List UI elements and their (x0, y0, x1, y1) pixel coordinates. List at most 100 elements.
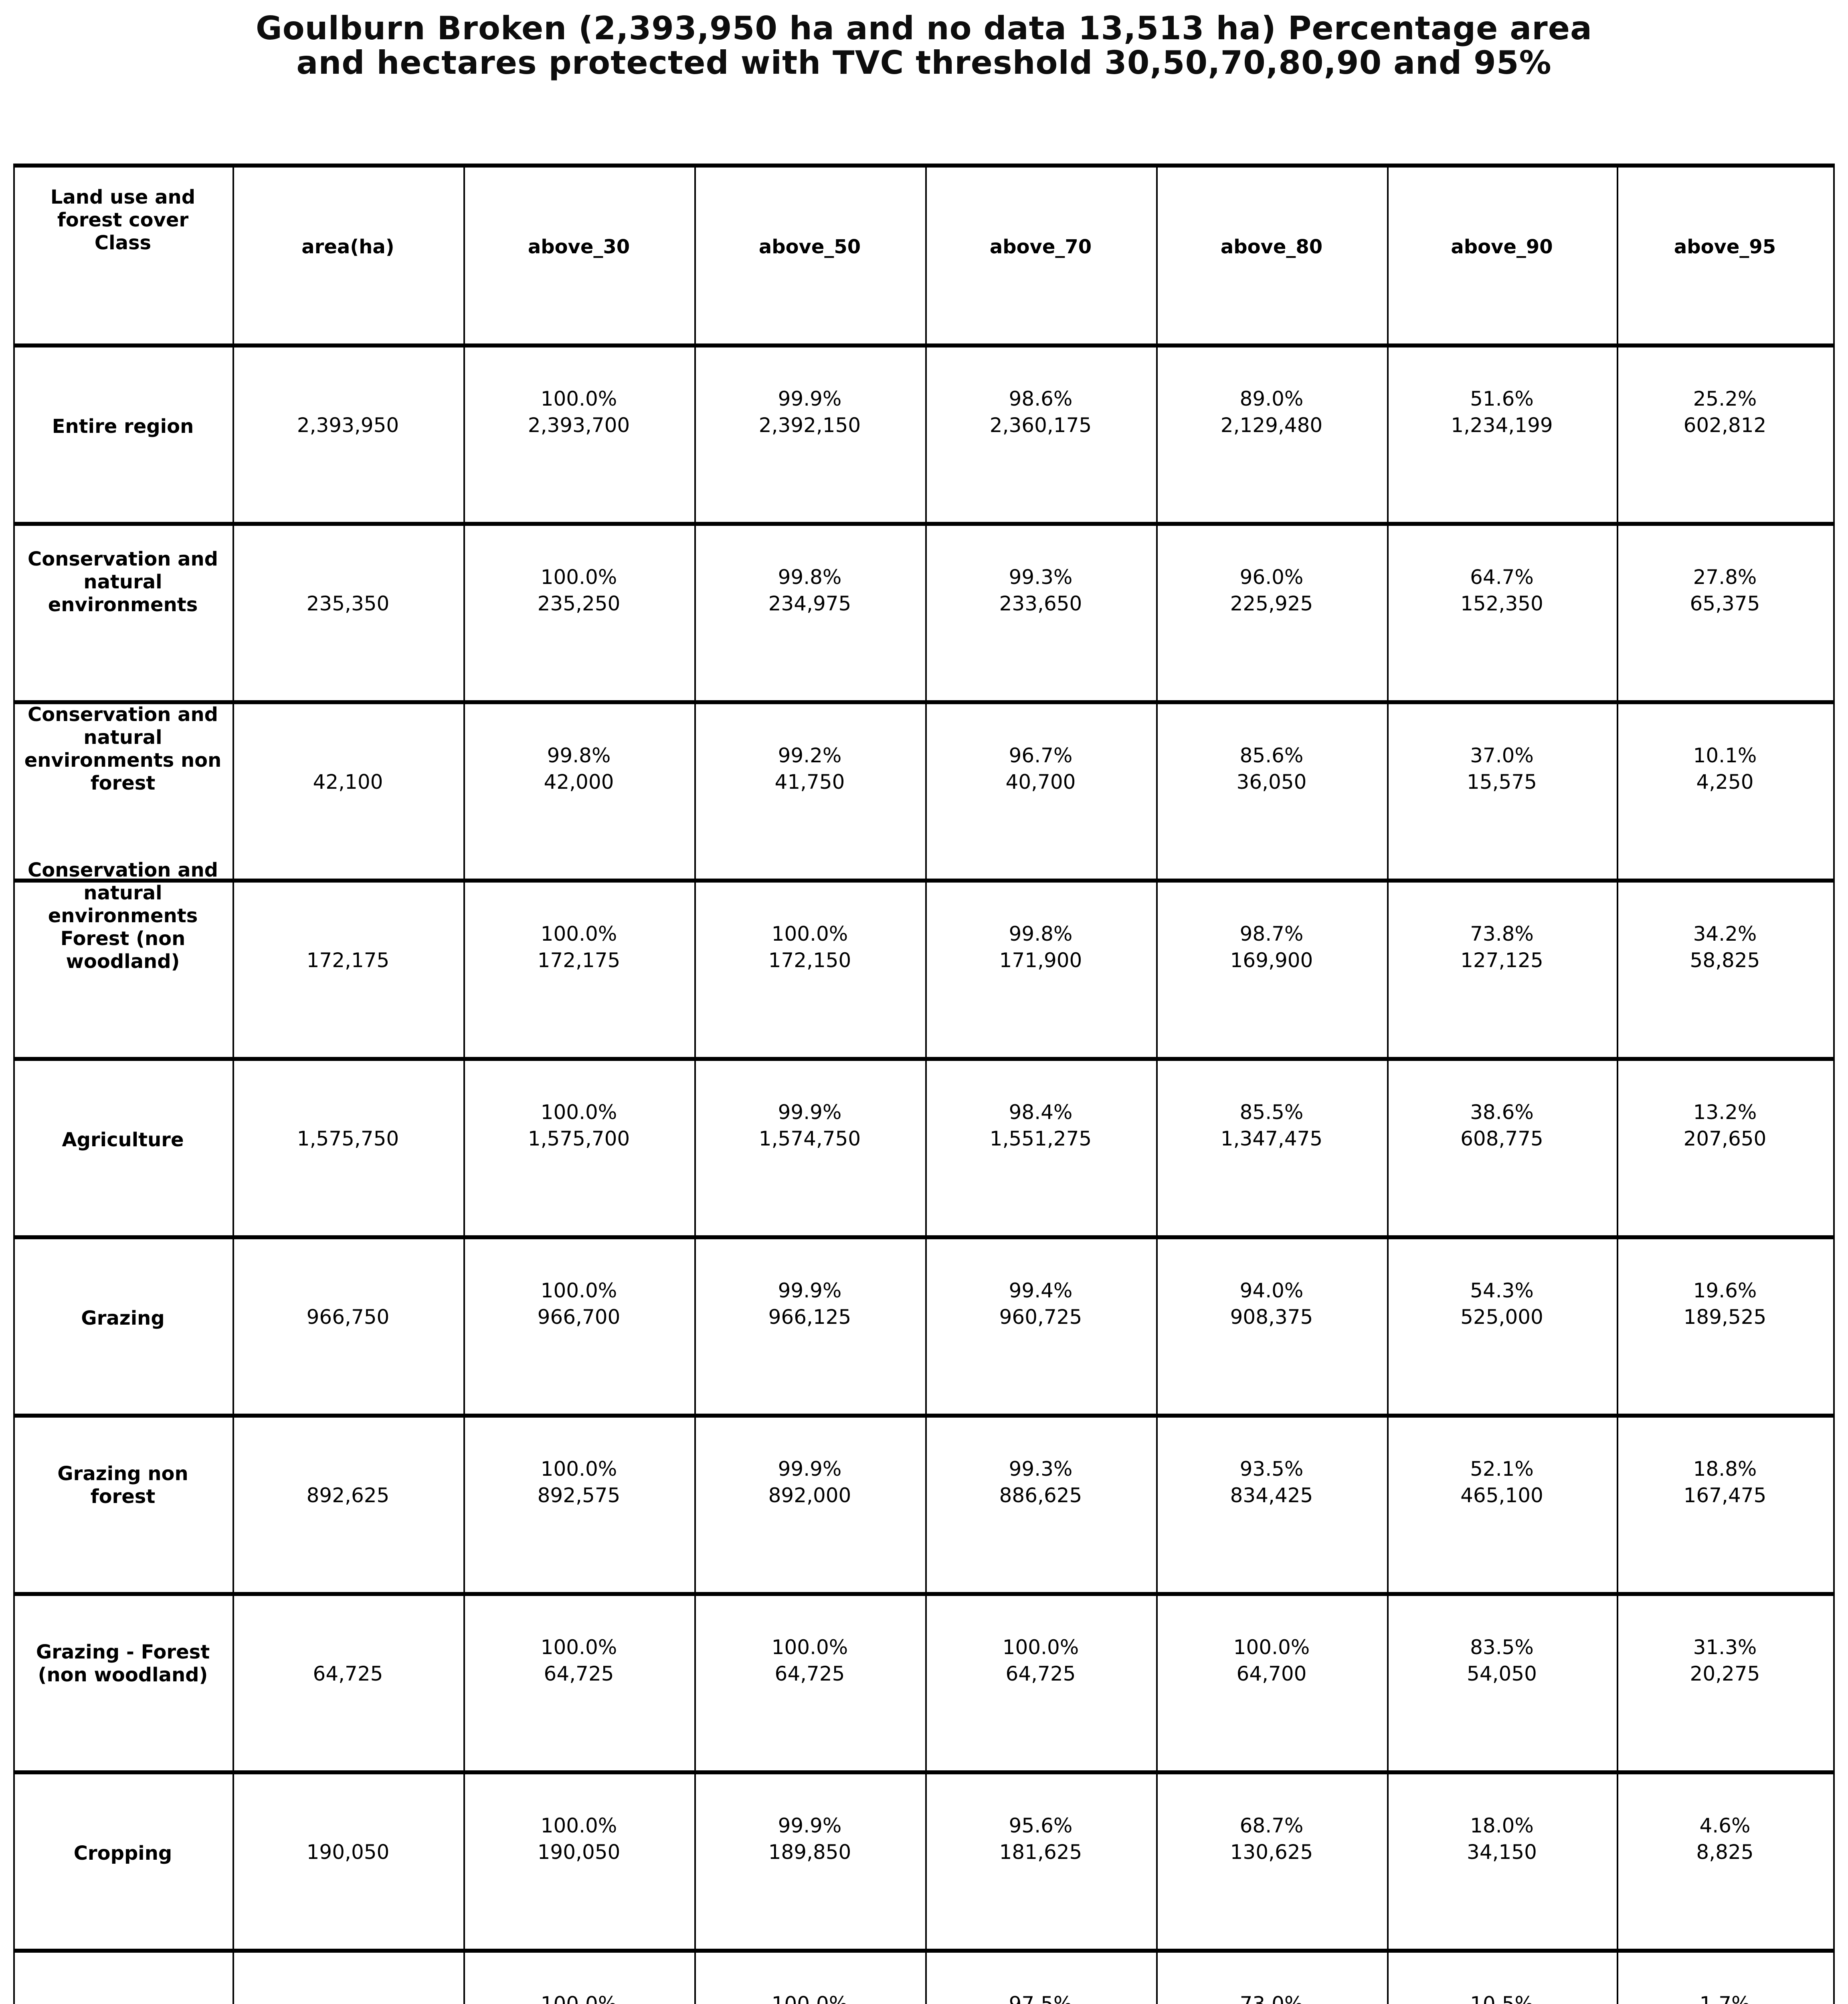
hectares-value: 64,725 (774, 1662, 845, 1685)
percent-value: 99.9% (778, 1814, 842, 1837)
data-cell: 25.2% 602,812 (1617, 386, 1833, 438)
hectares-value: 190,050 (537, 1840, 621, 1864)
data-cell: 99.9% 966,125 (694, 1277, 925, 1330)
percent-value: 18.8% (1693, 1457, 1757, 1481)
percent-value: 97.5% (1009, 1992, 1073, 2004)
hectares-value: 171,900 (999, 949, 1082, 972)
data-cell: 85.6% 36,050 (1156, 742, 1387, 795)
data-cell: 100.0% 172,150 (694, 921, 925, 974)
hectares-value: 65,375 (1690, 592, 1760, 615)
data-cell: 99.9% 2,392,150 (694, 386, 925, 438)
hectares-value: 167,475 (1683, 1484, 1767, 1507)
area-cell: 64,725 (313, 1662, 383, 1685)
row-label: Agriculture (62, 1129, 184, 1151)
area-cell: 235,350 (306, 592, 390, 615)
grid-line-h (13, 879, 1835, 883)
grid-line-h (13, 1949, 1835, 1953)
data-cell: 99.4% 960,725 (925, 1277, 1156, 1330)
data-cell: 85.5% 1,347,475 (1156, 1099, 1387, 1152)
data-cell: 99.8% 171,900 (925, 921, 1156, 974)
data-cell: 99.8% 42,000 (463, 742, 694, 795)
hectares-value: 189,525 (1683, 1305, 1767, 1329)
hectares-value: 465,100 (1460, 1484, 1543, 1507)
percent-value: 73.0% (1239, 1992, 1304, 2004)
percent-value: 52.1% (1470, 1457, 1534, 1481)
header-above-95: above_95 (1674, 236, 1776, 258)
percent-value: 99.8% (547, 744, 611, 767)
percent-value: 13.2% (1693, 1101, 1757, 1124)
hectares-value: 1,574,750 (758, 1127, 861, 1150)
data-cell: 73.8% 127,125 (1387, 921, 1617, 974)
data-cell: 19.6% 189,525 (1617, 1277, 1833, 1330)
hectares-value: 8,825 (1696, 1840, 1754, 1864)
hectares-value: 602,812 (1683, 414, 1767, 437)
hectares-value: 172,150 (768, 949, 851, 972)
hectares-value: 41,750 (774, 770, 845, 794)
data-cell: 99.9% 189,850 (694, 1812, 925, 1865)
row-label: Grazing non forest (57, 1463, 188, 1508)
area-cell: 42,100 (313, 770, 383, 794)
hectares-value: 58,825 (1690, 949, 1760, 972)
grid-line-v (694, 164, 696, 2004)
percent-value: 85.5% (1239, 1101, 1304, 1124)
percent-value: 27.8% (1693, 566, 1757, 589)
grid-line-v (1617, 164, 1618, 2004)
data-cell: 100.0% 190,050 (463, 1812, 694, 1865)
percent-value: 4.6% (1699, 1814, 1751, 1837)
data-cell: 98.6% 2,360,175 (925, 386, 1156, 438)
table-border-left (13, 164, 15, 2004)
percent-value: 18.0% (1470, 1814, 1534, 1837)
area-cell: 1,575,750 (297, 1127, 399, 1150)
area-cell: 2,393,950 (297, 414, 399, 437)
grid-line-v (1156, 164, 1158, 2004)
data-cell: 27.8% 65,375 (1617, 564, 1833, 617)
grid-line-h (13, 1057, 1835, 1061)
data-cell: 100.0%406,675 (463, 1991, 694, 2004)
percent-value: 73.8% (1470, 922, 1534, 945)
percent-value: 100.0% (540, 1992, 617, 2004)
hectares-value: 834,425 (1230, 1484, 1313, 1507)
hectares-value: 960,725 (999, 1305, 1082, 1329)
data-cell: 13.2% 207,650 (1617, 1099, 1833, 1152)
percent-value: 19.6% (1693, 1279, 1757, 1302)
data-cell: 100.0% 235,250 (463, 564, 694, 617)
percent-value: 98.6% (1009, 387, 1073, 410)
hectares-value: 64,700 (1236, 1662, 1307, 1685)
percent-value: 95.6% (1009, 1814, 1073, 1837)
hectares-value: 233,650 (999, 592, 1082, 615)
percent-value: 99.8% (778, 566, 842, 589)
data-cell: 64.7% 152,350 (1387, 564, 1617, 617)
percent-value: 98.7% (1239, 922, 1304, 945)
area-cell: 892,625 (306, 1484, 390, 1507)
hectares-value: 40,700 (1005, 770, 1076, 794)
header-above-90: above_90 (1451, 236, 1553, 258)
title-line-1: Goulburn Broken (2,393,950 ha and no dat… (256, 10, 1592, 47)
hectares-value: 608,775 (1460, 1127, 1543, 1150)
grid-line-h (13, 1592, 1835, 1596)
title-line-2: and hectares protected with TVC threshol… (296, 44, 1552, 81)
hectares-value: 152,350 (1460, 592, 1543, 615)
row-label: Conservation and natural environments (27, 548, 218, 616)
page-title: Goulburn Broken (2,393,950 ha and no dat… (0, 11, 1848, 80)
data-cell: 100.0% 2,393,700 (463, 386, 694, 438)
hectares-value: 181,625 (999, 1840, 1082, 1864)
data-cell: 99.2% 41,750 (694, 742, 925, 795)
hectares-value: 892,000 (768, 1484, 851, 1507)
grid-line-v (925, 164, 927, 2004)
hectares-value: 172,175 (537, 949, 621, 972)
percent-value: 99.4% (1009, 1279, 1073, 1302)
hectares-value: 225,925 (1230, 592, 1313, 615)
header-class: Land use and forest cover Class (50, 186, 196, 254)
percent-value: 99.8% (1009, 922, 1073, 945)
hectares-value: 2,129,480 (1220, 414, 1323, 437)
grid-line-h (13, 522, 1835, 526)
hectares-value: 130,625 (1230, 1840, 1313, 1864)
hectares-value: 169,900 (1230, 949, 1313, 972)
hectares-value: 1,551,275 (989, 1127, 1092, 1150)
grid-line-h (13, 1235, 1835, 1239)
data-cell: 37.0% 15,575 (1387, 742, 1617, 795)
data-cell: 38.6% 608,775 (1387, 1099, 1617, 1152)
percent-value: 100.0% (540, 387, 617, 410)
area-cell: 172,175 (306, 949, 390, 972)
